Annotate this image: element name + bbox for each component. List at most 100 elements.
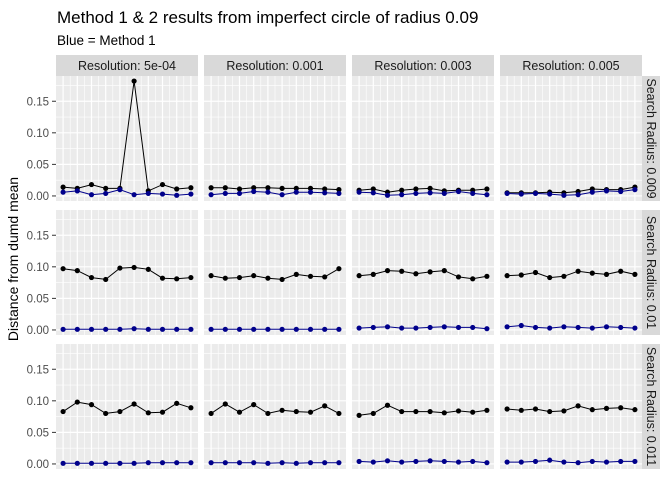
method-1-series-point xyxy=(399,325,405,331)
method-2-series-point xyxy=(103,185,109,191)
method-1-series-point xyxy=(618,188,624,195)
method-2-series-point xyxy=(632,407,638,413)
method-1-series-point xyxy=(60,326,66,332)
method-1-series-point xyxy=(470,458,476,465)
method-1-series-point xyxy=(356,325,362,331)
method-2-series-point xyxy=(336,187,342,193)
method-2-series-line xyxy=(359,187,487,193)
method-2-series-point xyxy=(88,402,95,408)
method-1-series-point xyxy=(103,460,109,466)
method-2-series-point xyxy=(370,186,376,192)
method-1-series-point xyxy=(632,187,638,193)
method-2-series-point xyxy=(117,265,123,271)
method-1-series-point xyxy=(547,457,553,463)
method-1-series-point xyxy=(603,324,610,330)
panel xyxy=(500,344,642,469)
method-1-series-line xyxy=(507,459,635,464)
method-1-series-point xyxy=(208,460,214,466)
method-2-series-line xyxy=(211,268,340,280)
chart-title: Method 1 & 2 results from imperfect circ… xyxy=(57,8,478,27)
method-2-series-point xyxy=(174,186,180,192)
method-2-series-point xyxy=(188,405,194,411)
method-1-series-point xyxy=(188,326,194,332)
method-1-series-point xyxy=(279,326,285,332)
method-1-series-point xyxy=(336,460,342,466)
method-1-series-point xyxy=(222,326,228,332)
method-1-series-point xyxy=(222,460,228,466)
method-1-series-point xyxy=(208,192,214,198)
method-1-series-point xyxy=(322,460,328,466)
method-2-series-point xyxy=(322,186,328,192)
method-2-series-point xyxy=(603,405,610,411)
method-1-series-point xyxy=(455,188,462,195)
method-2-series-point xyxy=(188,185,194,191)
row-strip xyxy=(642,210,660,335)
method-1-series-point xyxy=(575,192,581,198)
panel xyxy=(204,210,346,335)
method-2-series-point xyxy=(427,408,433,415)
method-1-series-point xyxy=(441,458,447,465)
method-1-series-point xyxy=(174,460,180,466)
method-1-series-point xyxy=(131,460,137,466)
method-1-series-line xyxy=(63,328,191,330)
y-tick-label: 0.15 xyxy=(27,230,49,242)
method-1-series-point xyxy=(251,326,257,332)
method-2-series-point xyxy=(265,185,271,191)
method-2-series-point xyxy=(103,276,109,283)
row-strip-label: Search Radius: 0.01 xyxy=(644,216,658,329)
method-2-series-point xyxy=(322,274,328,280)
method-2-series-point xyxy=(399,187,405,193)
column-strip xyxy=(56,55,198,76)
method-2-series-point xyxy=(484,273,490,279)
method-1-series-point xyxy=(455,324,462,331)
row-strip-label: Search Radius: 0.011 xyxy=(644,347,658,466)
method-1-series-point xyxy=(441,190,447,197)
method-1-series-point xyxy=(618,324,624,331)
method-1-series-point xyxy=(504,324,510,330)
method-1-series-point xyxy=(603,459,610,465)
method-1-series-point xyxy=(413,325,419,331)
method-2-series-point xyxy=(589,270,595,276)
method-2-series-point xyxy=(470,276,476,282)
method-1-series-point xyxy=(208,326,214,332)
method-1-series-point xyxy=(131,192,137,198)
method-1-series-point xyxy=(384,324,391,330)
method-1-series-point xyxy=(293,460,299,466)
panel xyxy=(500,76,642,201)
method-2-series-point xyxy=(356,412,362,418)
panel xyxy=(204,344,346,469)
method-2-series-line xyxy=(507,270,636,279)
method-1-series-point xyxy=(117,460,123,466)
panel xyxy=(204,76,346,201)
method-1-series-point xyxy=(74,460,80,466)
method-2-series-point xyxy=(455,274,462,280)
method-2-series-point xyxy=(236,186,243,192)
method-2-series-point xyxy=(427,269,433,275)
method-1-series-point xyxy=(484,192,490,198)
method-1-series-point xyxy=(74,188,80,194)
column-strip-label: Resolution: 0.003 xyxy=(374,59,471,73)
method-1-series-point xyxy=(575,460,581,466)
method-2-series-point xyxy=(88,274,95,281)
y-tick-label: 0.00 xyxy=(27,459,49,471)
method-1-series-line xyxy=(507,189,635,196)
method-1-series-line xyxy=(63,462,191,464)
method-1-series-point xyxy=(589,458,595,465)
method-2-series-point xyxy=(251,185,257,191)
method-2-series-point xyxy=(307,273,314,279)
method-2-series-point xyxy=(384,268,391,274)
method-2-series-point xyxy=(370,271,376,277)
panel xyxy=(500,210,642,335)
method-1-series-point xyxy=(74,326,80,332)
row-strip-label: Search Radius: 0.009 xyxy=(644,78,658,198)
method-1-series-point xyxy=(532,458,539,465)
method-1-series-point xyxy=(618,458,624,465)
method-1-series-point xyxy=(370,190,376,196)
method-2-series-line xyxy=(359,404,487,416)
method-1-series-point xyxy=(322,190,328,196)
method-1-series-point xyxy=(547,191,553,197)
column-strip-label: Resolution: 0.005 xyxy=(522,59,619,73)
method-1-series-point xyxy=(399,459,405,465)
column-strip xyxy=(352,55,494,76)
